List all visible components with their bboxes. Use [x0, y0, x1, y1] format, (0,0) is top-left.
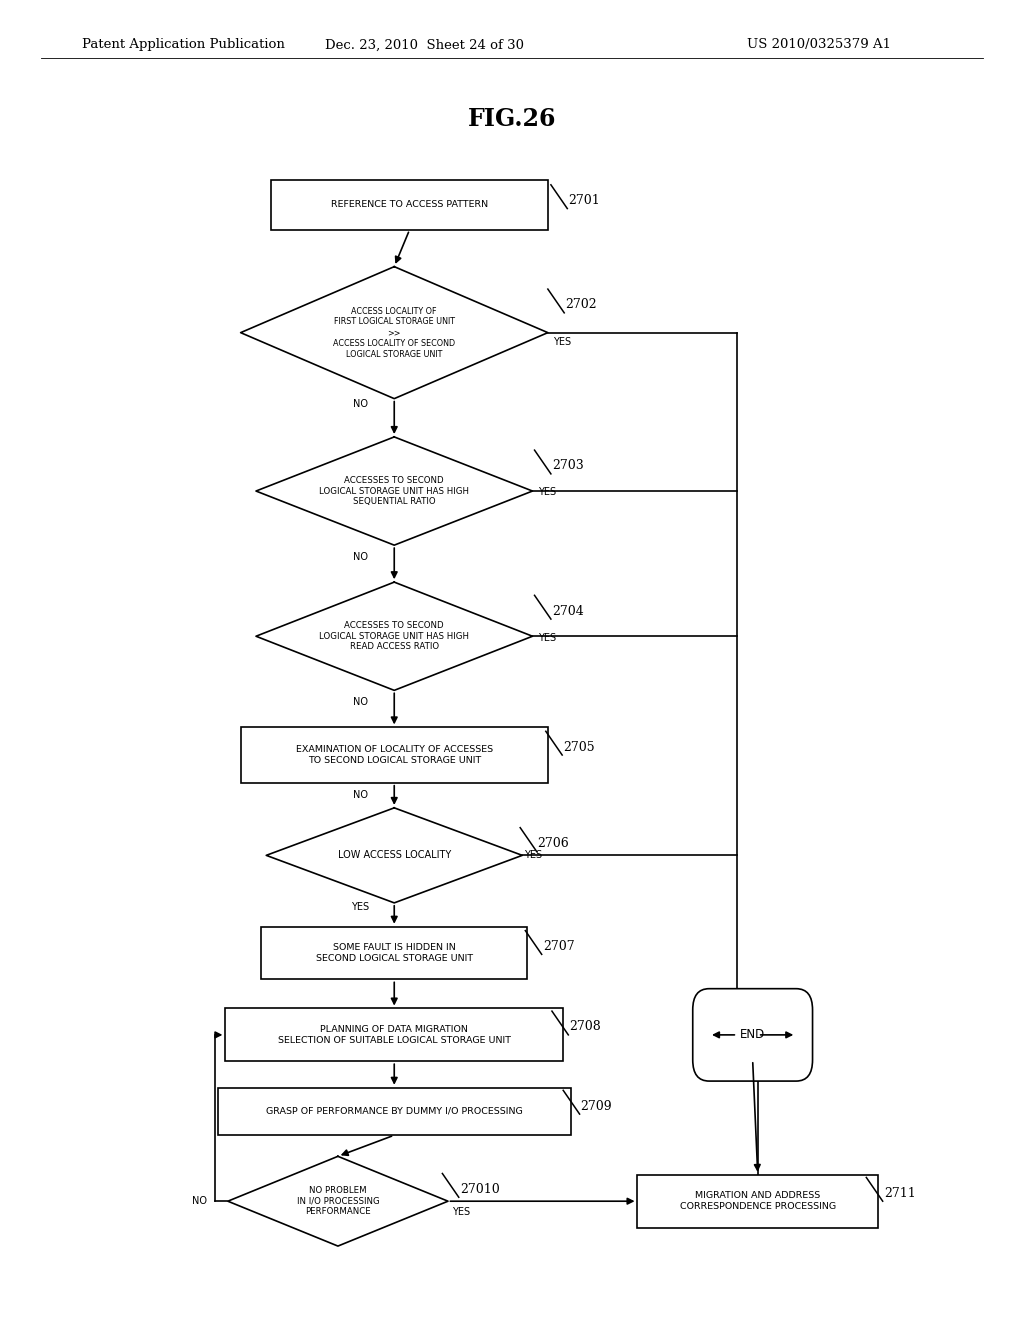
Text: MIGRATION AND ADDRESS
CORRESPONDENCE PROCESSING: MIGRATION AND ADDRESS CORRESPONDENCE PRO…: [680, 1192, 836, 1210]
Text: Patent Application Publication: Patent Application Publication: [82, 38, 285, 51]
Text: YES: YES: [553, 337, 571, 347]
Text: 2708: 2708: [569, 1020, 601, 1034]
FancyBboxPatch shape: [241, 727, 548, 783]
Text: EXAMINATION OF LOCALITY OF ACCESSES
TO SECOND LOGICAL STORAGE UNIT: EXAMINATION OF LOCALITY OF ACCESSES TO S…: [296, 746, 493, 764]
Text: 2701: 2701: [568, 194, 600, 207]
Polygon shape: [228, 1156, 449, 1246]
FancyBboxPatch shape: [271, 180, 548, 230]
Text: YES: YES: [452, 1206, 470, 1217]
Text: NO: NO: [353, 697, 368, 708]
Text: 2702: 2702: [565, 298, 597, 312]
Text: US 2010/0325379 A1: US 2010/0325379 A1: [748, 38, 891, 51]
Text: YES: YES: [538, 632, 556, 643]
Text: NO PROBLEM
IN I/O PROCESSING
PERFORMANCE: NO PROBLEM IN I/O PROCESSING PERFORMANCE: [297, 1185, 379, 1217]
Text: NO: NO: [353, 552, 368, 562]
Text: 2705: 2705: [563, 741, 595, 754]
Text: NO: NO: [353, 789, 368, 800]
Text: NO: NO: [193, 1196, 207, 1206]
Text: PLANNING OF DATA MIGRATION
SELECTION OF SUITABLE LOGICAL STORAGE UNIT: PLANNING OF DATA MIGRATION SELECTION OF …: [278, 1026, 511, 1044]
FancyBboxPatch shape: [225, 1008, 563, 1061]
Text: 2707: 2707: [543, 940, 574, 953]
Text: 2711: 2711: [884, 1187, 915, 1200]
Text: YES: YES: [538, 487, 556, 498]
Text: 2706: 2706: [538, 837, 569, 850]
Text: 2704: 2704: [552, 605, 584, 618]
Polygon shape: [256, 437, 532, 545]
Text: LOW ACCESS LOCALITY: LOW ACCESS LOCALITY: [338, 850, 451, 861]
Text: FIG.26: FIG.26: [468, 107, 556, 131]
FancyBboxPatch shape: [637, 1175, 879, 1228]
Text: SOME FAULT IS HIDDEN IN
SECOND LOGICAL STORAGE UNIT: SOME FAULT IS HIDDEN IN SECOND LOGICAL S…: [315, 944, 473, 962]
Polygon shape: [266, 808, 522, 903]
Text: GRASP OF PERFORMANCE BY DUMMY I/O PROCESSING: GRASP OF PERFORMANCE BY DUMMY I/O PROCES…: [266, 1107, 522, 1115]
Text: NO: NO: [353, 399, 368, 409]
Text: ACCESS LOCALITY OF
FIRST LOGICAL STORAGE UNIT
>>
ACCESS LOCALITY OF SECOND
LOGIC: ACCESS LOCALITY OF FIRST LOGICAL STORAGE…: [333, 306, 456, 359]
Text: Dec. 23, 2010  Sheet 24 of 30: Dec. 23, 2010 Sheet 24 of 30: [326, 38, 524, 51]
FancyBboxPatch shape: [218, 1088, 571, 1135]
Text: END: END: [740, 1028, 765, 1041]
Text: ACCESSES TO SECOND
LOGICAL STORAGE UNIT HAS HIGH
READ ACCESS RATIO: ACCESSES TO SECOND LOGICAL STORAGE UNIT …: [319, 620, 469, 652]
Text: ACCESSES TO SECOND
LOGICAL STORAGE UNIT HAS HIGH
SEQUENTIAL RATIO: ACCESSES TO SECOND LOGICAL STORAGE UNIT …: [319, 475, 469, 507]
Text: YES: YES: [351, 902, 370, 912]
Text: 27010: 27010: [460, 1183, 500, 1196]
Text: YES: YES: [524, 850, 543, 861]
Text: 2703: 2703: [552, 459, 584, 473]
Text: REFERENCE TO ACCESS PATTERN: REFERENCE TO ACCESS PATTERN: [331, 201, 488, 209]
Text: 2709: 2709: [581, 1100, 612, 1113]
FancyBboxPatch shape: [261, 927, 527, 979]
FancyBboxPatch shape: [692, 989, 813, 1081]
Polygon shape: [241, 267, 548, 399]
Polygon shape: [256, 582, 532, 690]
